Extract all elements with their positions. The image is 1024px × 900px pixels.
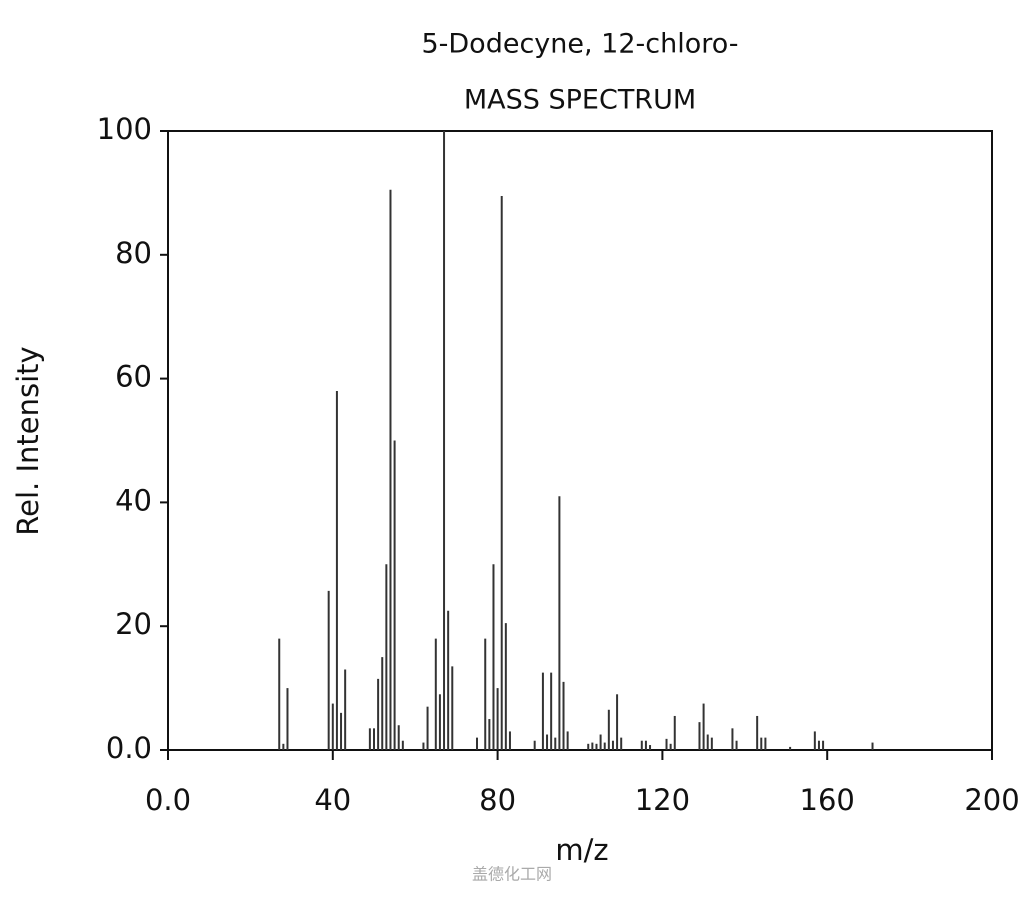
x-tick-label: 120 xyxy=(635,783,690,817)
y-tick-label: 60 xyxy=(115,360,152,394)
y-tick-label: 0.0 xyxy=(106,731,152,765)
chart-subtitle: MASS SPECTRUM xyxy=(464,85,696,116)
x-tick-label: 160 xyxy=(800,783,855,817)
watermark: 盖德化工网 xyxy=(472,865,552,884)
chart-title: 5-Dodecyne, 12-chloro- xyxy=(421,29,738,60)
x-tick-label: 80 xyxy=(479,783,516,817)
x-axis-label: m/z xyxy=(555,833,608,867)
y-axis-label: Rel. Intensity xyxy=(11,346,45,535)
x-tick-label: 0.0 xyxy=(145,783,191,817)
plot-frame xyxy=(167,130,993,751)
y-tick-label: 80 xyxy=(115,236,152,270)
y-tick-label: 100 xyxy=(97,112,152,146)
y-tick-label: 20 xyxy=(115,607,152,641)
x-tick-label: 40 xyxy=(314,783,351,817)
y-tick-label: 40 xyxy=(115,483,152,517)
x-tick-label: 200 xyxy=(964,783,1019,817)
